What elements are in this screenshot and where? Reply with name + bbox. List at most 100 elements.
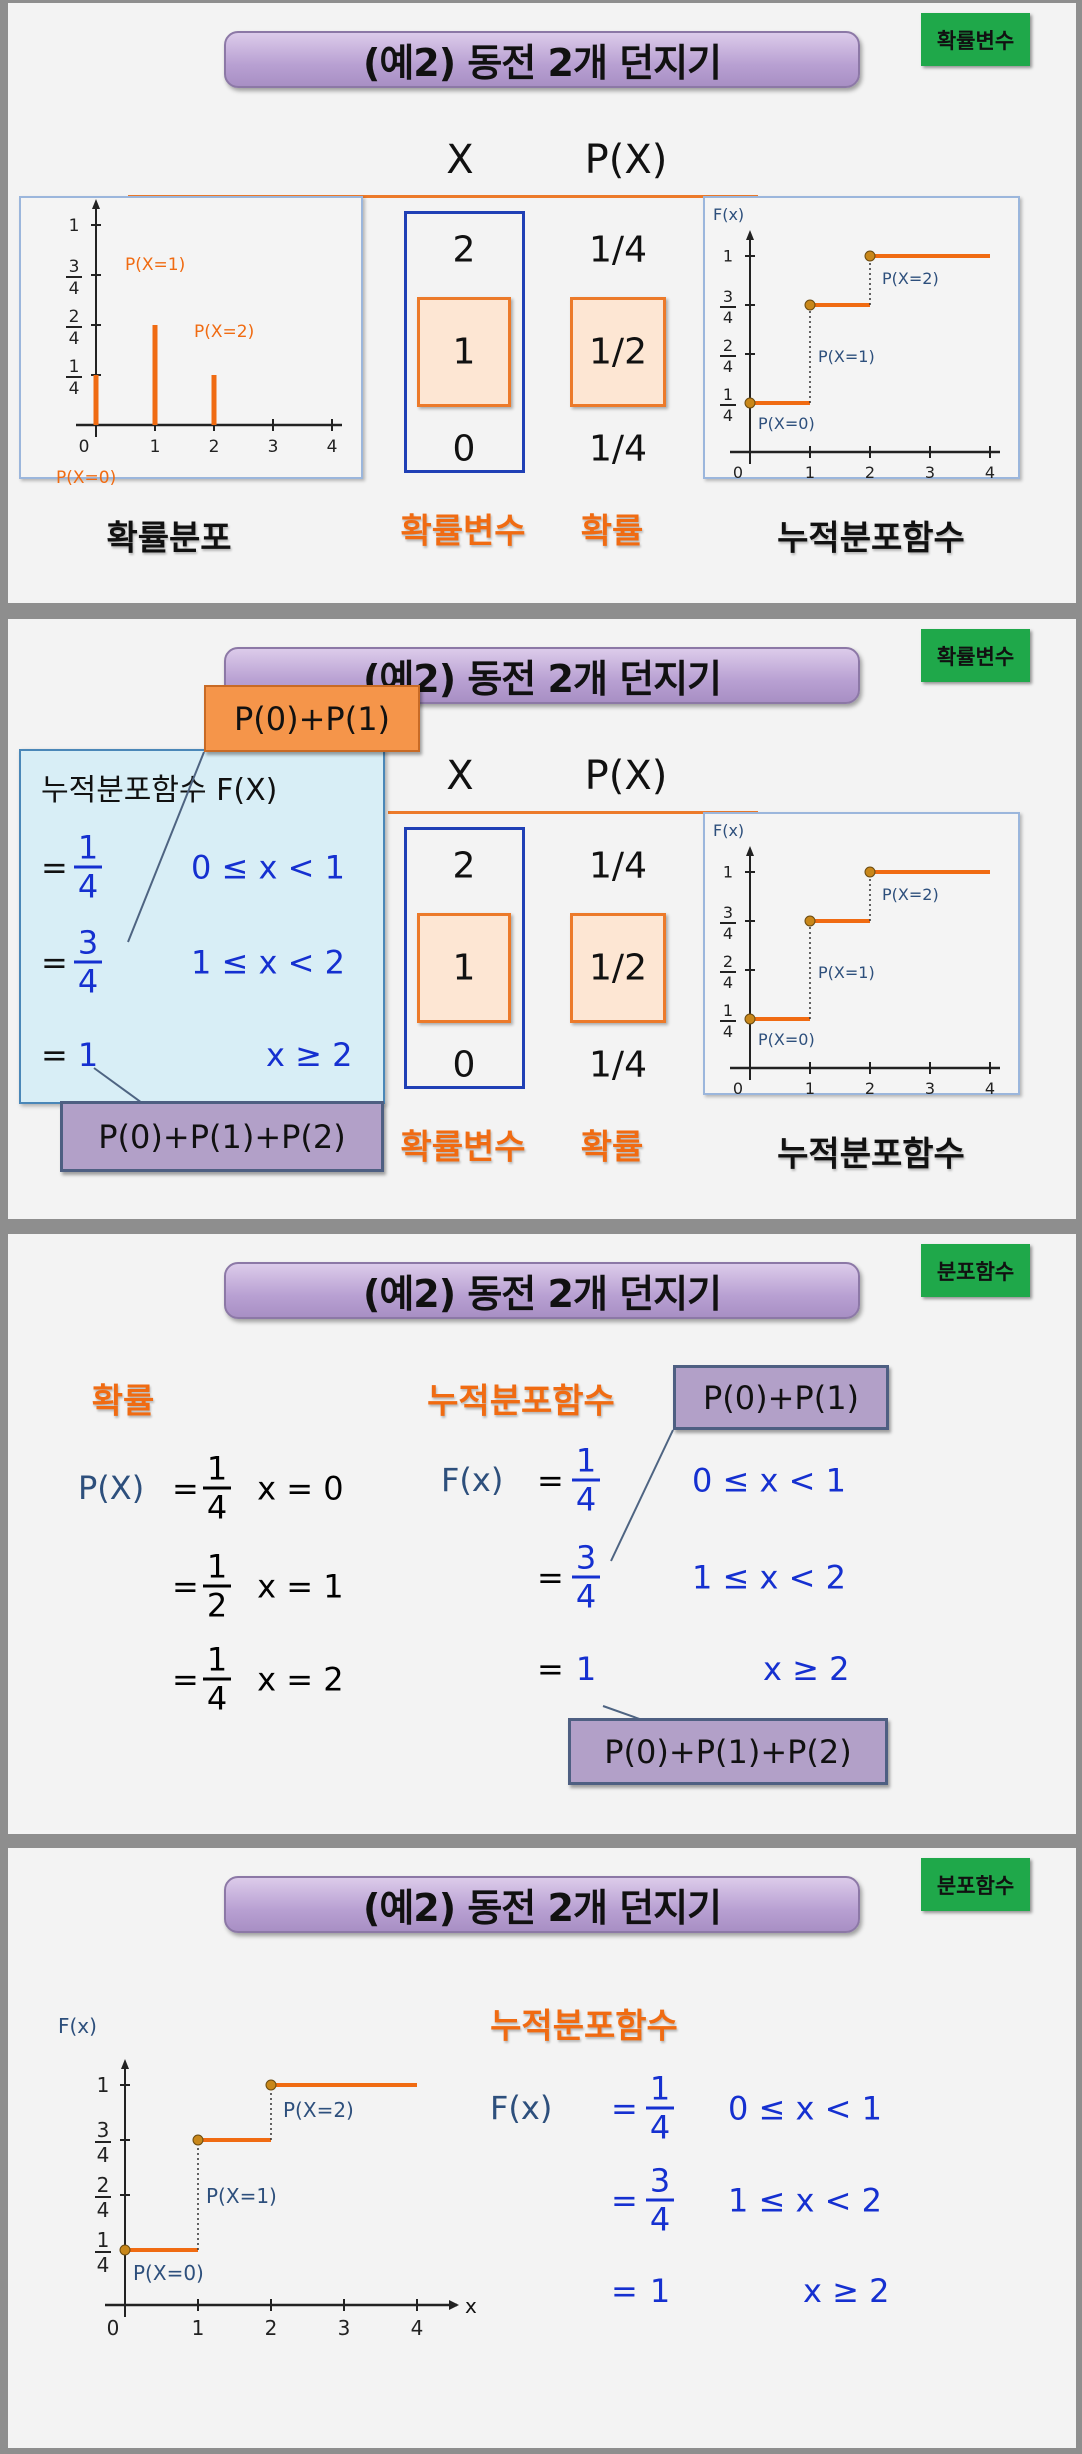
slide-title: (예2) 동전 2개 던지기 (224, 31, 860, 88)
y-tick-denominator: 4 (723, 924, 733, 943)
y-tick-numerator: 1 (723, 385, 733, 404)
random-variable-box (404, 211, 525, 473)
equals: = (41, 1036, 68, 1074)
cdf-box-title: 누적분포함수 F(X) (41, 773, 278, 808)
slide-2: (예2) 동전 2개 던지기 확률변수 0 1 2 3 4 1 4 2 4 3 4 1 F(x) P(X=… (8, 619, 1076, 1219)
x-value: 0 (452, 1044, 476, 1086)
p-value: 1/2 (589, 331, 647, 373)
y-tick-label: 1 (723, 863, 733, 882)
x-tick-label: 0 (107, 2316, 120, 2340)
cdf-point (864, 866, 876, 878)
x-tick-label: 4 (985, 1079, 995, 1098)
cdf-piece: = 3 4 1 ≤ x < 2 (537, 1538, 846, 1616)
y-tick-label: 1 (97, 2073, 110, 2097)
x-value: 2 (452, 229, 476, 271)
random-variable-box (404, 827, 525, 1089)
pmf-row: = 1 4 x = 2 (172, 1640, 344, 1718)
x-tick-label: 1 (805, 1079, 815, 1098)
y-tick-numerator: 2 (723, 952, 733, 971)
y-tick-denominator: 4 (69, 379, 80, 399)
rv-label: 확률변수 (400, 1127, 526, 1168)
prob-label: 확률 (580, 1127, 644, 1168)
cdf-point (804, 915, 816, 927)
cdf-label: 누적분포함수 (777, 518, 965, 559)
cdf-chart: 0 1 2 3 4 1 4 2 4 3 4 1 F(x) P(X=0) P(X=1) P(X=2) (713, 821, 1000, 1098)
condition: 0 ≤ x < 1 (191, 848, 345, 886)
y-tick-label: 1 (723, 247, 733, 266)
cdf-panel: 0 1 2 3 4 1 4 2 4 3 4 1 F(x) P(X=0) P(X=1) P(X=2) (703, 812, 1020, 1098)
pmf-label: P(X=1) (125, 255, 185, 275)
cdf-piece: = 1 x ≥ 2 (41, 1036, 352, 1074)
x-value: 1 (452, 331, 476, 373)
y-tick-numerator: 1 (723, 1001, 733, 1020)
p-value: 1/4 (589, 1044, 647, 1086)
topic-badge: 분포함수 (921, 1244, 1030, 1297)
jump-label: P(X=1) (818, 347, 875, 366)
y-tick-denominator: 4 (97, 2253, 110, 2277)
cdf-piece: = 3 4 1 ≤ x < 2 (611, 2161, 882, 2239)
y-tick-denominator: 4 (723, 308, 733, 327)
y-tick-denominator: 4 (69, 329, 80, 349)
y-axis-label: F(x) (713, 205, 744, 224)
cdf-label: 누적분포함수 (777, 1134, 965, 1175)
condition: 1 ≤ x < 2 (191, 943, 345, 981)
prob-label: 확률 (580, 511, 644, 552)
cdf-piece: = 1 4 0 ≤ x < 1 (41, 832, 345, 903)
jump-label: P(X=0) (758, 1030, 815, 1049)
cdf-lhs: F(x) (490, 2089, 553, 2127)
y-tick-denominator: 4 (723, 1022, 733, 1041)
condition: 1 ≤ x < 2 (692, 1558, 846, 1596)
pmf-row: = 1 4 x = 0 (172, 1449, 344, 1527)
cdf-heading: 누적분포함수 (490, 2006, 678, 2047)
jump-label: P(X=2) (283, 2098, 354, 2122)
y-axis-arrow (121, 2059, 129, 2069)
y-tick-denominator: 4 (69, 279, 80, 299)
rv-label: 확률변수 (400, 511, 526, 552)
y-tick-denominator: 4 (97, 2143, 110, 2167)
jump-label: P(X=1) (206, 2184, 277, 2208)
slide-1: (예2) 동전 2개 던지기 확률변수 0 1 2 3 4 1 4 2 4 3 4 1 P(X=0) P(… (8, 3, 1076, 603)
condition: x = 0 (257, 1469, 344, 1507)
x-tick-label: 1 (805, 463, 815, 482)
x-tick-label: 4 (327, 437, 338, 457)
x-tick-label: 2 (209, 437, 220, 457)
x-tick-label: 3 (925, 463, 935, 482)
equals: = (41, 848, 68, 886)
divider-line (128, 195, 758, 198)
topic-badge: 분포함수 (921, 1858, 1030, 1911)
jump-label: P(X=0) (133, 2261, 204, 2285)
y-tick-numerator: 2 (97, 2173, 110, 2197)
x-tick-label: 0 (79, 437, 90, 457)
y-tick-numerator: 3 (69, 257, 80, 277)
pmf-lhs: P(X) (78, 1469, 145, 1507)
condition: 0 ≤ x < 1 (728, 2089, 882, 2127)
p-highlight (570, 297, 666, 407)
slide-title: (예2) 동전 2개 던지기 (224, 647, 860, 704)
cdf-point (265, 2079, 277, 2091)
pmf-panel: 0 1 2 3 4 1 4 2 4 3 4 1 P(X=0) P(X=1) P(X=2) (19, 196, 363, 488)
value: 1 (77, 1036, 99, 1074)
cdf-chart: 0 1 2 3 4 1 4 2 4 3 4 1 F(x) P(X=0) P(X=1) P(X=2) (713, 205, 1000, 482)
x-tick-label: 3 (925, 1079, 935, 1098)
p-value: 1/4 (589, 428, 647, 470)
x-header: X (446, 753, 474, 799)
cdf-piece: = 3 4 1 ≤ x < 2 (41, 927, 345, 998)
x-tick-label: 2 (265, 2316, 278, 2340)
x-tick-label: 3 (338, 2316, 351, 2340)
callout-lines (602, 1429, 674, 1723)
p-value: 1/4 (589, 845, 647, 887)
p-header: P(X) (584, 137, 668, 183)
callout-p0-p1: P(0)+P(1) (204, 685, 420, 752)
x-value: 0 (452, 428, 476, 470)
x-axis-arrow (449, 2300, 459, 2310)
pmf-row: = 1 2 x = 1 (172, 1547, 344, 1625)
x-highlight (417, 297, 511, 407)
topic-badge: 확률변수 (921, 13, 1030, 66)
x-tick-label: 2 (865, 1079, 875, 1098)
x-header: X (446, 137, 474, 183)
pmf-label: P(X=0) (56, 468, 116, 488)
condition: 1 ≤ x < 2 (728, 2181, 882, 2219)
p-highlight (570, 913, 666, 1023)
y-tick-label: 1 (69, 216, 80, 236)
condition: x = 1 (257, 1567, 344, 1605)
